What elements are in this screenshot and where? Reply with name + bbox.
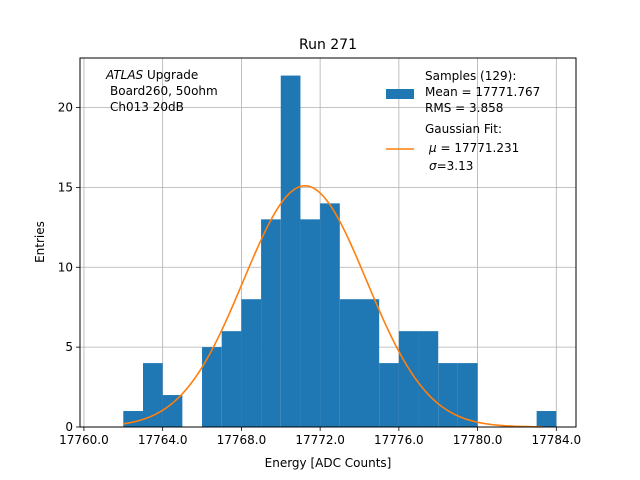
x-tick-label: 17768.0 [217,433,267,447]
y-tick-label: 0 [65,420,73,434]
x-axis-label: Energy [ADC Counts] [265,456,392,470]
histogram-bar [398,331,419,427]
legend-sigma-value: =3.13 [437,159,474,173]
histogram-bar [536,411,557,427]
histogram-bar [202,347,222,427]
histogram-bar [438,363,458,427]
atlas-annotation: ATLAS Upgrade Board260, 50ohm Ch013 20dB [105,68,218,114]
histogram-bar [320,203,340,427]
legend-sigma-symbol: σ [429,159,437,173]
x-tick-label: 17776.0 [374,433,424,447]
histogram-bar [457,363,478,427]
chart-title: Run 271 [299,37,357,53]
channel-label: Ch013 20dB [110,100,184,114]
y-tick-label: 15 [58,180,73,194]
x-tick-label: 17784.0 [532,433,582,447]
x-tick-label: 17760.0 [59,433,109,447]
x-tick-label: 17780.0 [453,433,503,447]
legend-samples-swatch [386,89,414,99]
x-axis-ticks: 17760.0 17764.0 17768.0 17772.0 17776.0 17780… [59,427,581,447]
board-label: Board260, 50ohm [110,84,218,98]
histogram-bar [339,299,360,427]
svg-text:σ=3.13: σ=3.13 [429,159,473,173]
y-tick-label: 20 [58,101,73,115]
histogram-bars [123,75,557,428]
y-axis-label: Entries [33,221,47,263]
histogram-bar [162,395,183,427]
svg-text:μ = 17771.231: μ = 17771.231 [428,141,519,155]
histogram-bar [300,219,321,427]
histogram-bar [221,331,242,427]
x-tick-label: 17772.0 [295,433,345,447]
gaussian-fit-curve [123,185,543,428]
legend-mu-value: = 17771.231 [437,141,520,155]
legend-fit-title: Gaussian Fit: [425,122,502,136]
legend-samples-rms: RMS = 3.858 [425,101,503,115]
y-axis-ticks: 0 5 10 15 20 [58,101,80,434]
legend-mu-symbol: μ [428,141,437,155]
y-tick-label: 5 [65,340,73,354]
svg-text:ATLAS Upgrade: ATLAS Upgrade [105,68,198,82]
atlas-label: ATLAS [105,68,144,82]
plot-frame [79,57,577,428]
atlas-upgrade-label: Upgrade [143,68,198,82]
histogram-bar [261,219,281,427]
histogram-bar [142,363,163,427]
x-tick-label: 17764.0 [138,433,188,447]
histogram-bar [280,75,301,428]
histogram-bar [359,299,380,427]
legend-samples-mean: Mean = 17771.767 [425,85,540,99]
histogram-bar [418,331,439,427]
legend: Samples (129): Mean = 17771.767 RMS = 3.… [386,69,540,173]
histogram-bar [379,363,399,427]
legend-samples-title: Samples (129): [425,69,516,83]
histogram-bar [123,411,143,427]
y-tick-label: 10 [58,260,73,274]
histogram-bar [241,299,262,427]
